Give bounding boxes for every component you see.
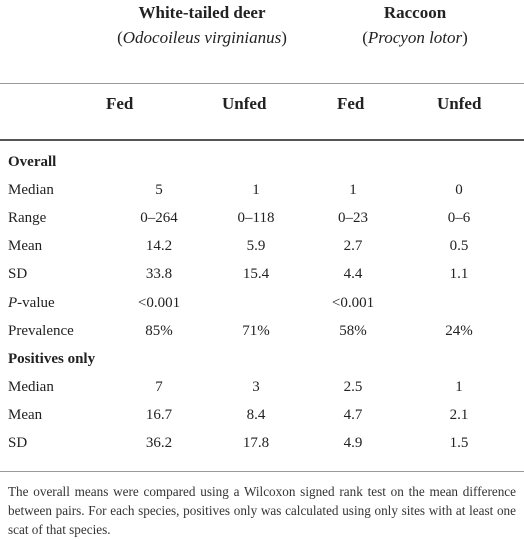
table-cell: 0–118 — [237, 209, 275, 226]
species-common-name: White-tailed deer — [138, 3, 266, 22]
table-cell — [394, 289, 524, 317]
table-cell: 1 — [349, 181, 357, 198]
table-cell: 14.2 — [145, 238, 173, 255]
species-scientific-name: (Procyon lotor) — [362, 28, 468, 47]
table-cell: <0.001 — [137, 294, 181, 311]
table-cell: 8.4 — [246, 407, 266, 424]
row-label: SD — [8, 266, 28, 283]
table-cell: 2.5 — [343, 379, 363, 396]
table-cell: 71% — [242, 322, 270, 339]
column-header-deer-fed: Fed — [106, 94, 134, 113]
table-cell: 15.4 — [242, 266, 270, 283]
table-cell: 16.7 — [145, 407, 173, 424]
species-header-raccoon: Raccoon (Procyon lotor) — [322, 0, 508, 50]
table-cell: 0 — [455, 181, 463, 198]
table-cell: 2.1 — [449, 407, 469, 424]
table-row: Mean 14.2 5.9 2.7 0.5 — [0, 233, 524, 261]
table-row: Median 7 3 2.5 1 — [0, 374, 524, 402]
table-row: SD 36.2 17.8 4.9 1.5 — [0, 430, 524, 458]
table-row: Median 5 1 1 0 — [0, 176, 524, 204]
row-label: SD — [8, 435, 28, 452]
column-header-raccoon-fed: Fed — [337, 94, 365, 113]
row-label: Median — [8, 379, 54, 396]
table-cell: 4.7 — [343, 407, 363, 424]
table-cell: 0–23 — [338, 209, 368, 226]
table-row: SD 33.8 15.4 4.4 1.1 — [0, 261, 524, 289]
species-header-deer: White-tailed deer (Odocoileus virginianu… — [107, 0, 297, 50]
table-cell: 2.7 — [343, 238, 363, 255]
table-row: Range 0–264 0–118 0–23 0–6 — [0, 204, 524, 232]
row-label: Mean — [8, 407, 43, 424]
table-footnote: The overall means were compared using a … — [8, 484, 516, 537]
table-cell: 85% — [145, 322, 173, 339]
table-cell: 4.9 — [343, 435, 363, 452]
table-cell: <0.001 — [331, 294, 375, 311]
table-cell: 1.1 — [449, 266, 469, 283]
table-bottom-rule — [0, 471, 524, 472]
section-row: Positives only — [0, 345, 524, 373]
table-cell: 7 — [155, 379, 163, 396]
column-header-raccoon-unfed: Unfed — [437, 94, 482, 113]
table-cell — [200, 289, 312, 317]
column-header-deer-unfed: Unfed — [222, 94, 267, 113]
table-cell: 24% — [445, 322, 473, 339]
table-row: P-value <0.001 <0.001 — [0, 289, 524, 317]
section-label: Overall — [8, 153, 57, 170]
table-cell: 3 — [252, 379, 260, 396]
table-row: Mean 16.7 8.4 4.7 2.1 — [0, 402, 524, 430]
table-cell: 58% — [339, 322, 367, 339]
section-label: Positives only — [8, 350, 96, 367]
species-common-name: Raccoon — [383, 3, 447, 22]
table-cell: 5 — [155, 181, 163, 198]
table-cell: 1 — [252, 181, 260, 198]
section-row: Overall — [0, 148, 524, 176]
table-cell: 5.9 — [246, 238, 266, 255]
table-cell: 4.4 — [343, 266, 363, 283]
table-cell: 17.8 — [242, 435, 270, 452]
table-top-rule — [0, 139, 524, 141]
row-label: Range — [8, 209, 47, 226]
row-label: P-value — [8, 294, 55, 311]
row-label: Median — [8, 181, 54, 198]
table-cell: 36.2 — [145, 435, 173, 452]
table-cell: 0–264 — [140, 209, 178, 226]
table-row: Prevalence 85% 71% 58% 24% — [0, 317, 524, 345]
row-label: Prevalence — [8, 322, 74, 339]
table-cell: 0–6 — [447, 209, 471, 226]
row-label: Mean — [8, 238, 43, 255]
header-divider — [0, 83, 524, 84]
table-cell: 1.5 — [449, 435, 469, 452]
data-table: Overall Median 5 1 1 0 Range 0–264 0–118 0–23 0–6 M… — [0, 148, 524, 458]
table-cell: 33.8 — [145, 266, 173, 283]
table-cell: 1 — [455, 379, 463, 396]
species-scientific-name: (Odocoileus virginianus) — [117, 28, 287, 47]
table-cell: 0.5 — [449, 238, 469, 255]
